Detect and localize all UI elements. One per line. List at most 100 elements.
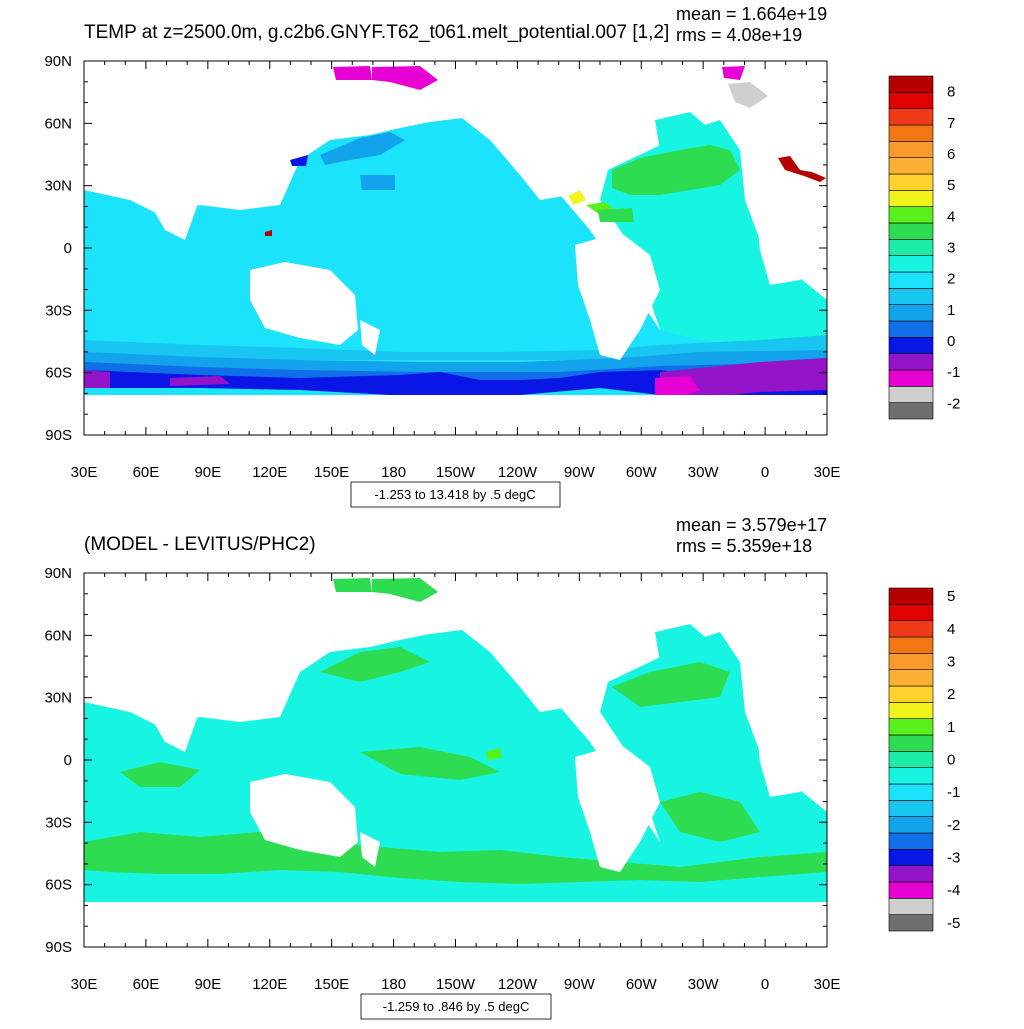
southern-band-1 bbox=[84, 335, 827, 360]
colorbar-label: -4 bbox=[947, 882, 960, 899]
x-tick-label: 150W bbox=[436, 464, 476, 481]
rms-stat: rms = 4.08e+19 bbox=[676, 25, 802, 45]
x-tick-label: 30E bbox=[71, 464, 98, 481]
y-tick-label: 90S bbox=[45, 939, 72, 956]
southern-band-4 bbox=[84, 370, 827, 405]
colorbar-swatch bbox=[888, 206, 934, 224]
x-tick-label: 60E bbox=[133, 464, 160, 481]
land-antarctica bbox=[84, 395, 827, 435]
colorbar-swatch bbox=[888, 636, 934, 654]
land-south-america bbox=[575, 744, 660, 872]
x-tick-label: 150W bbox=[436, 976, 476, 993]
y-tick-label: 60N bbox=[44, 115, 72, 132]
colorbar-label: 2 bbox=[947, 271, 955, 288]
colorbar-label: 5 bbox=[947, 177, 955, 194]
colorbar-label: 4 bbox=[947, 208, 955, 225]
colorbar-label: -3 bbox=[947, 850, 960, 867]
top-chart-svg: TEMP at z=2500.0m, g.c2b6.GNYF.T62_t061.… bbox=[44, 4, 960, 508]
land-asia bbox=[84, 573, 330, 712]
colorbar-swatch bbox=[888, 898, 934, 915]
colorbar-swatch bbox=[888, 239, 934, 256]
colorbar-swatch bbox=[888, 369, 934, 387]
colorbar-swatch bbox=[888, 255, 934, 273]
north-pacific-blue-2 bbox=[360, 175, 395, 190]
colorbar-swatch bbox=[888, 157, 934, 175]
x-tick-label: 30E bbox=[814, 464, 841, 481]
colorbar-swatch bbox=[888, 767, 934, 785]
arctic-magenta-2 bbox=[722, 66, 745, 80]
anomaly-southern-ocean bbox=[84, 832, 827, 884]
north-atlantic-warm bbox=[612, 145, 740, 195]
gulf-yellow bbox=[568, 190, 586, 205]
y-axis: 90N 60N 30N 0 30S 60S 90S bbox=[44, 53, 827, 444]
colorbar-swatch bbox=[888, 865, 934, 883]
ocean-nordic bbox=[655, 624, 705, 662]
colorbar-swatch bbox=[888, 604, 934, 621]
y-tick-label: 60N bbox=[44, 627, 72, 644]
colorbar-swatch bbox=[888, 337, 934, 354]
x-tick-label: 30E bbox=[71, 976, 98, 993]
x-tick-label: 150E bbox=[314, 464, 349, 481]
x-tick-label: 90E bbox=[194, 976, 221, 993]
anomaly-indian bbox=[120, 762, 200, 787]
colorbar-swatch bbox=[888, 92, 934, 109]
land-new-zealand bbox=[360, 832, 380, 867]
y-tick-label: 30N bbox=[44, 178, 72, 195]
sulu-red bbox=[265, 230, 272, 236]
y-tick-label: 90N bbox=[44, 53, 72, 70]
colorbar-label: 1 bbox=[947, 719, 955, 736]
anomaly-south-atlantic bbox=[660, 792, 760, 842]
colorbar-label: 5 bbox=[947, 588, 955, 605]
colorbar-swatch bbox=[888, 702, 934, 719]
colorbar-swatch bbox=[888, 353, 934, 371]
colorbar-swatch bbox=[888, 653, 934, 670]
colorbar-label: 1 bbox=[947, 302, 955, 319]
colorbar-label: -2 bbox=[947, 395, 960, 412]
colorbar-label: 0 bbox=[947, 333, 955, 350]
x-axis: 30E 60E 90E 120E 150E 180 150W 120W 90W 60W 30W 0 30… bbox=[71, 573, 841, 993]
colorbar-swatch bbox=[888, 124, 934, 142]
y-tick-label: 90S bbox=[45, 427, 72, 444]
land-india bbox=[145, 195, 200, 240]
x-tick-label: 90E bbox=[194, 464, 221, 481]
x-tick-label: 120W bbox=[498, 976, 538, 993]
colorbar-swatch bbox=[888, 783, 934, 801]
colorbar-swatch bbox=[888, 718, 934, 736]
bottom-chart-svg: (MODEL - LEVITUS/PHC2) mean = 3.579e+17 … bbox=[44, 515, 960, 1020]
colorbar-label: 4 bbox=[947, 621, 955, 638]
colorbar-swatch bbox=[888, 108, 934, 126]
rms-stat: rms = 5.359e+18 bbox=[676, 536, 812, 556]
y-tick-label: 30S bbox=[45, 302, 72, 319]
southern-band-2 bbox=[84, 350, 827, 372]
map-field bbox=[84, 573, 827, 947]
x-tick-label: 120E bbox=[252, 464, 287, 481]
colorbar-swatch bbox=[888, 800, 934, 817]
contour-info: -1.253 to 13.418 by .5 degC bbox=[374, 487, 535, 502]
colorbar-swatch bbox=[888, 816, 934, 834]
x-axis: 30E 60E 90E 120E 150E 180 150W 120W 90W 60W 30W 0 30… bbox=[71, 61, 841, 481]
x-tick-label: 120E bbox=[252, 976, 287, 993]
colorbar-label: 2 bbox=[947, 686, 955, 703]
colorbar-swatch bbox=[888, 849, 934, 866]
anomaly-equatorial bbox=[360, 747, 500, 780]
land-africa bbox=[755, 190, 827, 285]
land-asia bbox=[84, 61, 330, 200]
x-tick-label: 0 bbox=[761, 464, 769, 481]
colorbar-label: 3 bbox=[947, 654, 955, 671]
x-tick-label: 0 bbox=[761, 976, 769, 993]
contour-info-box bbox=[350, 481, 561, 508]
y-tick-label: 90N bbox=[44, 565, 72, 582]
ocean-main bbox=[84, 118, 827, 400]
y-tick-label: 30N bbox=[44, 690, 72, 707]
land-antarctica bbox=[84, 902, 827, 947]
y-tick-label: 60S bbox=[45, 877, 72, 894]
colorbar-label: 8 bbox=[947, 84, 955, 101]
x-tick-label: 30E bbox=[814, 976, 841, 993]
colorbar-swatch bbox=[888, 881, 934, 899]
mean-stat: mean = 1.664e+19 bbox=[676, 4, 827, 24]
colorbar-swatch bbox=[888, 141, 934, 158]
anomaly-north-atlantic bbox=[612, 662, 730, 707]
land-north-america bbox=[430, 61, 720, 200]
y-axis: 90N 60N 30N 0 30S 60S 90S bbox=[44, 565, 827, 956]
colorbar-label: -1 bbox=[947, 784, 960, 801]
